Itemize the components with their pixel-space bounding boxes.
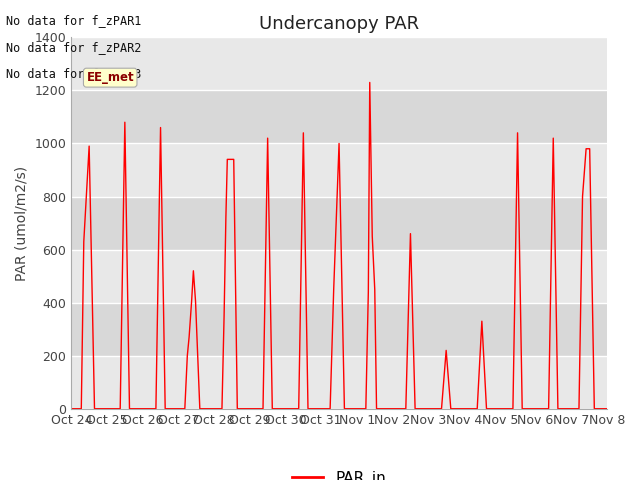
Title: Undercanopy PAR: Undercanopy PAR bbox=[259, 15, 419, 33]
Text: No data for f_zPAR2: No data for f_zPAR2 bbox=[6, 41, 142, 54]
Text: EE_met: EE_met bbox=[86, 71, 134, 84]
Bar bbox=[71, 356, 607, 409]
Bar bbox=[71, 144, 607, 196]
Text: No data for f_zPAR3: No data for f_zPAR3 bbox=[6, 67, 142, 80]
Bar bbox=[71, 37, 607, 90]
Bar bbox=[71, 196, 607, 250]
Bar bbox=[71, 302, 607, 356]
Bar bbox=[71, 250, 607, 302]
Legend: PAR_in: PAR_in bbox=[286, 465, 392, 480]
Bar bbox=[71, 90, 607, 144]
Text: No data for f_zPAR1: No data for f_zPAR1 bbox=[6, 14, 142, 27]
Y-axis label: PAR (umol/m2/s): PAR (umol/m2/s) bbox=[15, 166, 29, 281]
